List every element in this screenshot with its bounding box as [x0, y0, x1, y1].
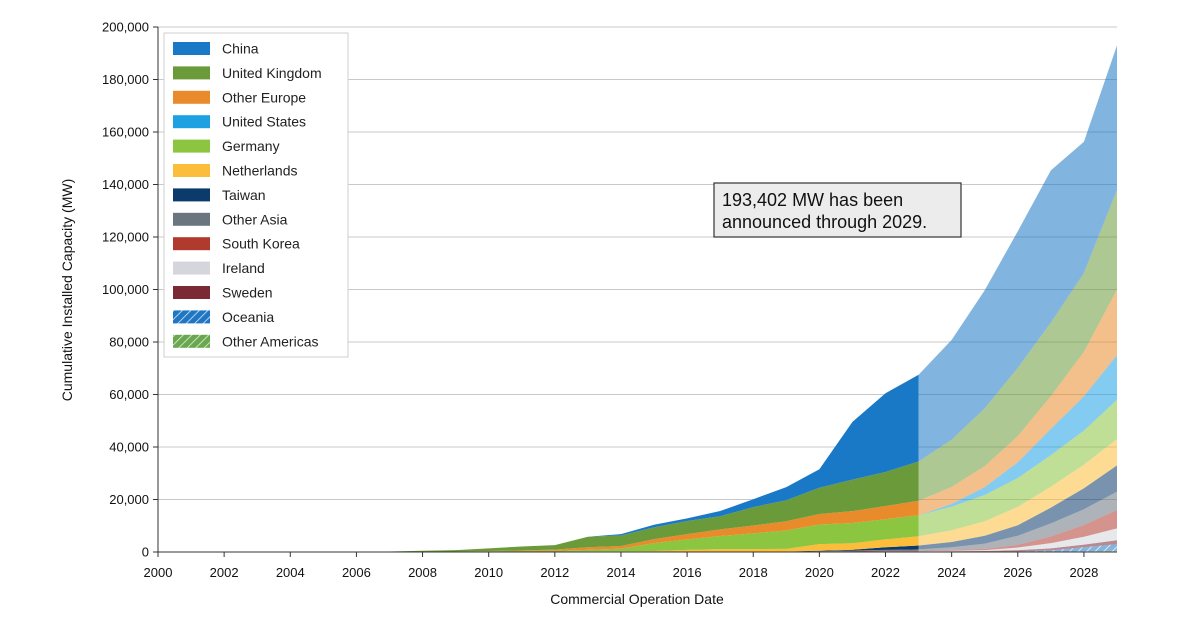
y-tick-label: 60,000	[109, 387, 149, 402]
legend-item-united-states: United States	[173, 114, 306, 130]
x-tick-labels: 2000 2002 2004 2006 2008 2010 2012 2014 2016 2018…	[144, 552, 1098, 580]
legend-item-ireland: Ireland	[173, 260, 265, 276]
y-tick-label: 40,000	[109, 440, 149, 455]
y-tick-label: 80,000	[109, 335, 149, 350]
area-other-europe-projected	[918, 289, 1117, 516]
legend-label: Other Europe	[222, 89, 306, 105]
legend-swatch	[173, 212, 210, 226]
area-south-korea-projected	[918, 510, 1117, 552]
legend-label: United Kingdom	[222, 65, 322, 81]
area-oceania-projected	[918, 544, 1117, 552]
legend-swatch	[173, 90, 210, 104]
legend-item-china: China	[173, 41, 259, 57]
legend-swatch	[173, 115, 210, 129]
y-tick-label: 0	[142, 545, 149, 560]
legend-label: Sweden	[222, 285, 273, 301]
annotation-box	[713, 182, 962, 238]
legend: China United Kingdom Other Europe United St…	[163, 32, 349, 358]
legend-label: Other Asia	[222, 211, 288, 227]
y-tick-label: 120,000	[102, 230, 149, 245]
annotation-line-1: 193,402 MW has been	[722, 190, 903, 210]
x-tick-label: 2026	[1003, 565, 1032, 580]
x-tick-label: 2022	[871, 565, 900, 580]
area-other-europe-installed	[158, 500, 919, 552]
annotation: 193,402 MW has been announced through 20…	[713, 182, 962, 238]
x-tick-label: 2018	[739, 565, 768, 580]
legend-label: Netherlands	[222, 163, 298, 179]
legend-label: Oceania	[222, 309, 274, 325]
area-germany-installed	[158, 515, 919, 552]
legend-item-other-americas: Other Americas	[173, 333, 318, 349]
x-tick-label: 2000	[144, 565, 173, 580]
legend-item-sweden: Sweden	[173, 285, 273, 301]
annotation-line-2: announced through 2029.	[722, 212, 927, 232]
legend-swatch	[173, 164, 210, 177]
area-ireland-projected	[918, 528, 1117, 552]
y-tick-label: 160,000	[102, 125, 149, 140]
y-tick-label: 140,000	[102, 177, 149, 192]
legend-swatch	[173, 66, 210, 80]
area-united-states-projected	[918, 355, 1117, 516]
legend-item-other-asia: Other Asia	[173, 211, 288, 227]
area-netherlands-projected	[918, 439, 1117, 546]
y-tick-label: 20,000	[109, 492, 149, 507]
legend-swatch	[173, 139, 210, 153]
x-tick-label: 2006	[342, 565, 371, 580]
legend-swatch	[173, 237, 210, 251]
x-tick-label: 2002	[210, 565, 239, 580]
area-series	[158, 45, 1117, 552]
x-tick-label: 2020	[805, 565, 834, 580]
legend-label: South Korea	[222, 236, 300, 252]
legend-item-netherlands: Netherlands	[173, 163, 298, 179]
legend-item-other-europe: Other Europe	[173, 89, 306, 105]
area-other-asia-projected	[918, 491, 1117, 551]
x-tick-label: 2024	[937, 565, 966, 580]
legend-label: Ireland	[222, 260, 265, 276]
legend-item-germany: Germany	[173, 138, 280, 154]
area-germany-projected	[918, 399, 1117, 537]
legend-swatch	[173, 310, 210, 324]
y-tick-labels: 0 20,000 40,000 60,000 80,000 100,000 120,000 1…	[102, 20, 158, 560]
legend-item-taiwan: Taiwan	[173, 187, 266, 203]
legend-swatch	[173, 334, 210, 348]
legend-label: Other Americas	[222, 333, 318, 349]
x-tick-label: 2016	[673, 565, 702, 580]
x-tick-label: 2008	[408, 565, 437, 580]
legend-label: United States	[222, 114, 306, 130]
x-tick-label: 2012	[540, 565, 569, 580]
legend-item-south-korea: South Korea	[173, 236, 300, 252]
y-axis-title: Cumulative Installed Capacity (MW)	[59, 179, 75, 402]
x-tick-label: 2028	[1069, 565, 1098, 580]
area-taiwan-projected	[918, 465, 1117, 550]
legend-swatch	[173, 42, 210, 55]
x-tick-label: 2004	[276, 565, 305, 580]
legend-label: Taiwan	[222, 187, 266, 203]
area-sweden-projected	[918, 540, 1117, 552]
x-tick-label: 2010	[474, 565, 503, 580]
legend-swatch	[173, 286, 210, 299]
legend-item-oceania: Oceania	[173, 309, 274, 325]
legend-swatch	[173, 261, 210, 275]
y-tick-label: 100,000	[102, 282, 149, 297]
legend-label: Germany	[222, 138, 280, 154]
y-tick-label: 200,000	[102, 20, 149, 35]
area-united-kingdom-installed	[158, 461, 919, 552]
legend-item-united-kingdom: United Kingdom	[173, 65, 322, 81]
legend-swatch	[173, 188, 210, 202]
x-tick-label: 2014	[607, 565, 636, 580]
area-united-kingdom-projected	[918, 189, 1117, 501]
area-china-projected	[918, 45, 1117, 462]
y-tick-label: 180,000	[102, 72, 149, 87]
legend-label: China	[222, 41, 259, 57]
x-axis-title: Commercial Operation Date	[550, 591, 724, 607]
